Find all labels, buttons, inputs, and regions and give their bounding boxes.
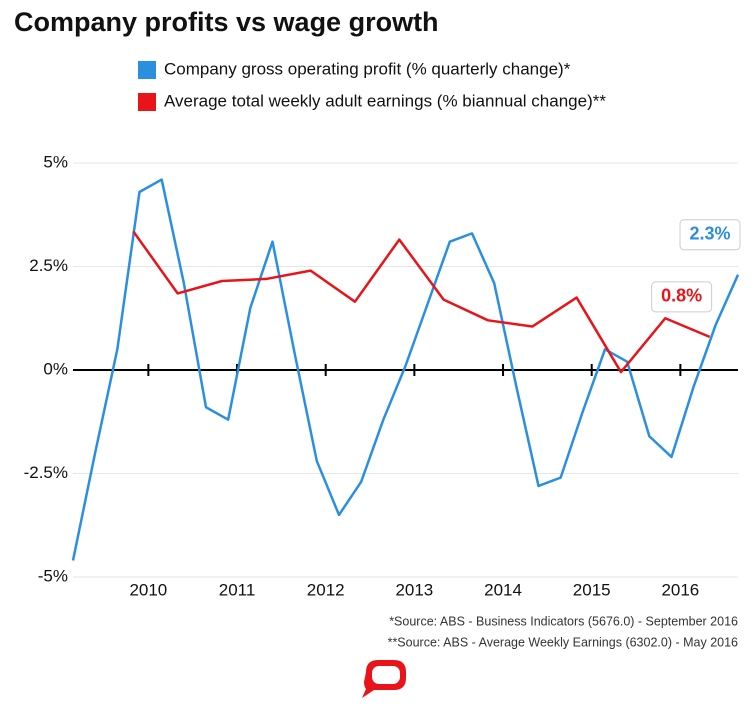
y-tick-label: 5% <box>43 152 68 171</box>
legend-label: Average total weekly adult earnings (% b… <box>164 91 606 110</box>
data-label-box <box>651 281 713 313</box>
legend-label: Company gross operating profit (% quarte… <box>164 59 571 78</box>
y-tick-label: -2.5% <box>24 463 68 482</box>
data-label: 0.8% <box>661 286 702 306</box>
y-tick-label: -5% <box>38 566 68 585</box>
logo <box>362 660 406 698</box>
series-line <box>132 230 711 374</box>
x-tick-label: 2016 <box>661 580 699 599</box>
x-tick-label: 2011 <box>219 580 256 599</box>
x-tick-label: 2013 <box>395 580 433 599</box>
legend-swatch <box>138 93 156 111</box>
x-tick-label: 2014 <box>484 580 522 599</box>
y-tick-label: 0% <box>43 359 68 378</box>
data-label-box <box>679 219 741 251</box>
source-note: *Source: ABS - Business Indicators (5676… <box>389 614 738 628</box>
y-tick-label: 2.5% <box>29 256 68 275</box>
chart-title: Company profits vs wage growth <box>14 7 439 37</box>
x-tick-label: 2010 <box>129 580 167 599</box>
x-tick-label: 2015 <box>573 580 611 599</box>
source-note: **Source: ABS - Average Weekly Earnings … <box>388 635 738 649</box>
legend-swatch <box>138 61 156 79</box>
series-line <box>71 178 740 561</box>
data-label: 2.3% <box>689 224 730 244</box>
x-tick-label: 2012 <box>307 580 345 599</box>
